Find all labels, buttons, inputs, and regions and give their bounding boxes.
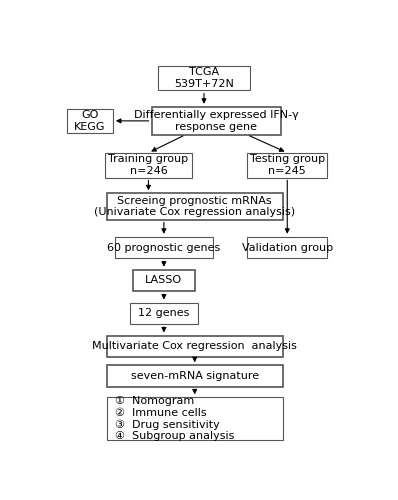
Text: 12 genes: 12 genes: [138, 308, 189, 318]
Text: Multivariate Cox regression  analysis: Multivariate Cox regression analysis: [92, 342, 297, 351]
FancyBboxPatch shape: [107, 336, 283, 357]
Text: Differentially expressed IFN-γ
response gene: Differentially expressed IFN-γ response …: [134, 110, 298, 132]
Text: ①  Nomogram
②  Immune cells
③  Drug sensitivity
④  Subgroup analysis: ① Nomogram ② Immune cells ③ Drug sensiti…: [115, 396, 234, 442]
Text: Validation group: Validation group: [242, 242, 333, 252]
FancyBboxPatch shape: [107, 365, 283, 386]
Text: Testing group
n=245: Testing group n=245: [250, 154, 325, 176]
Text: Screeing prognostic mRNAs
(Univariate Cox regression analysis): Screeing prognostic mRNAs (Univariate Co…: [94, 196, 295, 217]
Text: seven-mRNA signature: seven-mRNA signature: [131, 371, 259, 381]
Text: LASSO: LASSO: [145, 276, 182, 285]
Text: GO
KEGG: GO KEGG: [74, 110, 105, 132]
FancyBboxPatch shape: [105, 153, 192, 178]
Text: 60 prognostic genes: 60 prognostic genes: [107, 242, 220, 252]
Text: TCGA
539T+72N: TCGA 539T+72N: [174, 68, 234, 89]
FancyBboxPatch shape: [247, 153, 327, 178]
FancyBboxPatch shape: [247, 237, 327, 258]
FancyBboxPatch shape: [107, 194, 283, 220]
FancyBboxPatch shape: [133, 270, 195, 291]
FancyBboxPatch shape: [67, 108, 113, 133]
FancyBboxPatch shape: [115, 237, 213, 258]
FancyBboxPatch shape: [158, 66, 250, 90]
FancyBboxPatch shape: [152, 107, 281, 135]
Text: Training group
n=246: Training group n=246: [108, 154, 189, 176]
FancyBboxPatch shape: [107, 398, 283, 440]
FancyBboxPatch shape: [130, 302, 198, 324]
